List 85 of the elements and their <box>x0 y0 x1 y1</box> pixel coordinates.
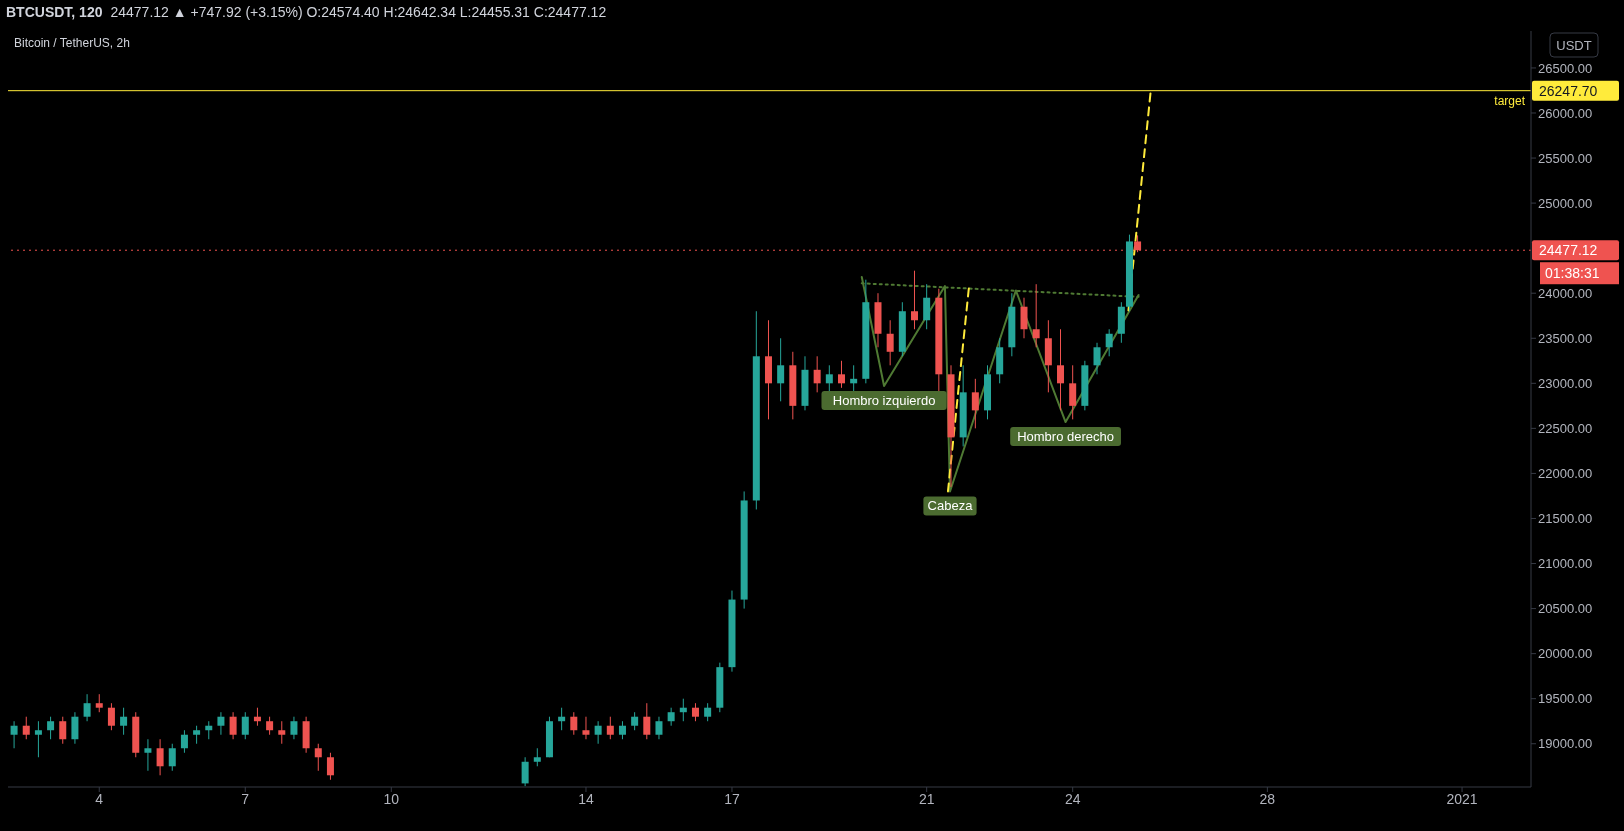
candlestick <box>813 355 821 393</box>
y-tick-label: 25500.00 <box>1538 150 1593 166</box>
x-tick-label: 17 <box>724 790 740 807</box>
candlestick <box>594 720 602 745</box>
annotation: Hombro izquierdo <box>832 393 936 409</box>
text: Bitcoin / TetherUS, 2h <box>14 36 130 50</box>
candlestick <box>10 720 18 749</box>
candlestick <box>120 707 128 736</box>
candlestick <box>34 720 42 758</box>
candlestick <box>266 716 274 736</box>
candlestick <box>533 747 541 767</box>
candlestick <box>107 702 115 731</box>
candlestick <box>278 720 286 745</box>
y-tick-label: 19000.00 <box>1538 736 1593 752</box>
x-tick-label: 24 <box>1064 790 1081 807</box>
candlestick <box>886 319 894 366</box>
candlestick <box>667 707 675 727</box>
text: 01:38:31 <box>1545 265 1600 282</box>
candlestick <box>59 716 67 745</box>
candlestick <box>582 716 590 740</box>
x-tick-label: 7 <box>241 790 250 807</box>
y-tick-label: 23500.00 <box>1538 330 1593 346</box>
candlestick <box>1032 283 1040 348</box>
candlestick <box>290 716 298 740</box>
candlestick <box>168 743 176 772</box>
candlestick <box>47 716 55 740</box>
y-tick-label: 21500.00 <box>1538 511 1593 527</box>
candlestick <box>911 270 918 330</box>
candlestick <box>521 756 529 787</box>
annotation: Cabeza <box>927 498 974 514</box>
candlestick <box>570 711 578 736</box>
y-tick-label: 23000.00 <box>1538 375 1593 391</box>
candlestick <box>326 752 334 781</box>
candlestick <box>22 716 30 740</box>
candlestick <box>217 711 225 736</box>
candlestick <box>606 716 614 740</box>
candlestick <box>180 729 188 754</box>
y-tick-label: 26500.00 <box>1538 60 1593 76</box>
y-tick-label: 22000.00 <box>1538 466 1593 482</box>
candlestick <box>193 725 201 745</box>
x-tick-label: 28 <box>1259 790 1276 807</box>
candlestick <box>971 378 979 429</box>
y-tick-label: 24000.00 <box>1538 285 1593 301</box>
candlestick <box>83 693 91 722</box>
x-tick-label: 21 <box>918 790 935 807</box>
text: 24477.12 <box>1539 242 1598 259</box>
candlestick <box>1020 297 1028 339</box>
candlestick <box>241 711 249 740</box>
candlestick <box>631 711 639 731</box>
annotation: Hombro derecho <box>1017 429 1114 445</box>
candlestick <box>144 738 152 772</box>
y-tick-label: 20000.00 <box>1538 646 1593 662</box>
candlestick <box>923 283 931 330</box>
candlestick <box>1069 364 1077 420</box>
y-tick-label: 26000.00 <box>1538 105 1593 121</box>
candlestick <box>314 743 322 772</box>
x-tick-label: 14 <box>578 790 594 807</box>
y-tick-label: 19500.00 <box>1538 691 1593 707</box>
x-tick-label: 10 <box>383 790 400 807</box>
candlestick <box>643 702 651 740</box>
candlestick <box>71 711 79 745</box>
candlestick <box>825 364 833 393</box>
candlestick <box>704 702 712 722</box>
candlestick <box>837 360 845 389</box>
candlestick <box>777 337 785 402</box>
chart-title: BTCUSDT, 120 <box>6 4 103 20</box>
candlestick <box>95 693 103 713</box>
x-tick-label: 2021 <box>1446 790 1478 807</box>
candlestick <box>1105 328 1113 357</box>
y-tick-label: 25000.00 <box>1538 195 1593 211</box>
y-tick-label: 20500.00 <box>1538 601 1593 617</box>
text: 24477.12 ▲ +747.92 (+3.15%) O:24574.40 H:24642.34 L:24455.31 C:24477.12 <box>110 4 607 20</box>
ref-line-label: target <box>1494 93 1526 108</box>
y-tick-label: 21000.00 <box>1538 556 1593 572</box>
candlestick <box>1093 342 1101 375</box>
y-tick-label: 22500.00 <box>1538 420 1593 436</box>
candlestick <box>691 702 699 722</box>
candlestick <box>1057 328 1065 411</box>
text: 26247.70 <box>1539 82 1598 99</box>
candlestick <box>156 738 164 776</box>
x-tick-label: 4 <box>95 790 104 807</box>
candlestick <box>229 711 237 740</box>
text: USDT <box>1556 38 1592 53</box>
candlestick <box>655 716 663 740</box>
candlestick <box>618 720 626 740</box>
